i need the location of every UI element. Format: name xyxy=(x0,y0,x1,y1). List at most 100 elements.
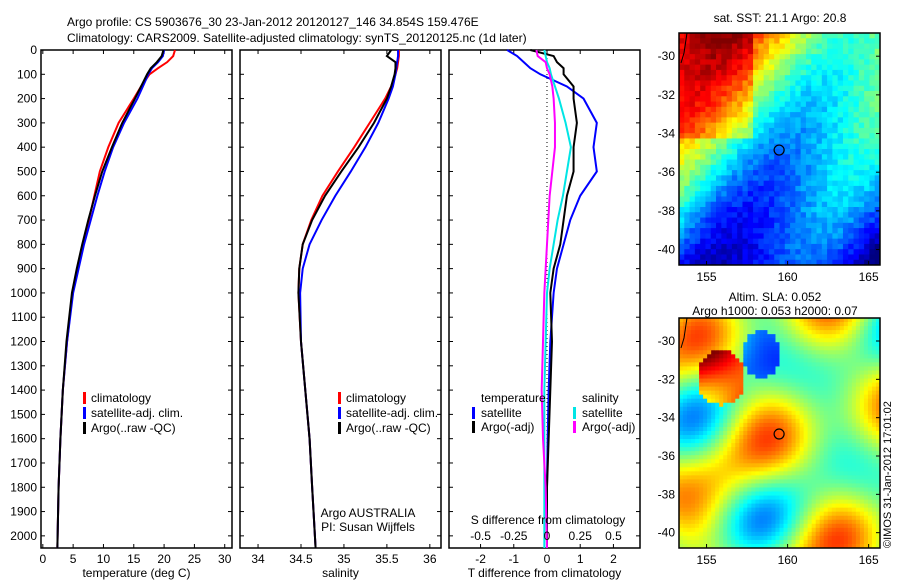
map-cell xyxy=(727,495,732,501)
map-cell xyxy=(695,338,700,343)
map-cell xyxy=(726,185,733,192)
map-cell xyxy=(821,233,828,240)
map-cell xyxy=(679,362,684,367)
map-cell xyxy=(819,398,825,404)
map-cell xyxy=(821,201,828,208)
map-cell xyxy=(731,394,736,400)
map-cell xyxy=(864,106,870,113)
map-cell xyxy=(695,543,700,549)
map-cell xyxy=(751,354,756,359)
map-cell xyxy=(695,426,700,432)
map-cell xyxy=(851,439,857,444)
map-cell xyxy=(768,233,775,240)
map-cell xyxy=(726,217,733,224)
map-cell xyxy=(807,487,813,493)
map-cell xyxy=(723,463,728,468)
map-cell xyxy=(864,233,870,240)
map-cell xyxy=(858,212,865,219)
map-cell xyxy=(771,362,776,367)
map-cell xyxy=(805,85,812,92)
map-cell xyxy=(783,499,789,505)
map-cell xyxy=(699,539,704,545)
x-tick-label: 10 xyxy=(97,552,111,566)
map-cell xyxy=(759,439,764,444)
map-cell xyxy=(832,212,839,219)
map-cell xyxy=(767,398,772,404)
map-cell xyxy=(695,334,700,339)
map-cell xyxy=(827,447,833,452)
map-cell xyxy=(821,217,828,224)
map-cell xyxy=(679,543,684,549)
map-cell xyxy=(699,382,704,388)
map-cell xyxy=(875,475,881,480)
map-cell xyxy=(831,326,837,331)
map-cell xyxy=(827,370,833,375)
map-cell xyxy=(791,378,797,384)
map-cell xyxy=(683,402,688,408)
map-cell xyxy=(784,207,791,213)
map-cell xyxy=(779,149,786,155)
map-cell xyxy=(835,515,841,521)
map-cell xyxy=(800,259,807,266)
map-cell xyxy=(837,196,844,203)
map-cell xyxy=(832,249,839,255)
map-cell xyxy=(787,487,793,493)
map-cell xyxy=(735,479,740,484)
map-cell xyxy=(739,426,744,432)
map-cell xyxy=(723,342,728,347)
map-cell xyxy=(737,122,743,129)
map-cell xyxy=(774,164,780,171)
map-cell xyxy=(747,106,754,113)
map-cell xyxy=(791,447,797,452)
map-cell xyxy=(689,222,696,229)
map-cell xyxy=(699,523,704,529)
map-cell xyxy=(835,406,841,412)
map-cell xyxy=(821,259,828,266)
map-cell xyxy=(707,443,712,448)
map-cell xyxy=(759,531,764,537)
map-cell xyxy=(715,394,720,400)
map-cell xyxy=(753,33,759,39)
map-cell xyxy=(687,491,692,497)
map-cell xyxy=(707,350,712,355)
map-cell xyxy=(691,515,696,521)
map-cell xyxy=(747,154,754,161)
map-cell xyxy=(763,59,770,66)
map-cell xyxy=(699,338,704,343)
map-cell xyxy=(783,318,789,323)
map-cell xyxy=(726,180,733,187)
map-cell xyxy=(735,475,740,480)
map-cell xyxy=(684,164,691,171)
map-cell xyxy=(684,180,691,187)
map-cell xyxy=(755,390,760,396)
map-cell xyxy=(783,354,789,359)
map-cell xyxy=(758,180,765,187)
map-cell xyxy=(700,96,706,103)
map-cell xyxy=(727,318,732,323)
map-cell xyxy=(755,318,760,323)
map-cell xyxy=(737,106,743,113)
map-cell xyxy=(837,133,844,139)
map-cell xyxy=(848,191,855,197)
map-cell xyxy=(867,386,873,392)
map-cell xyxy=(827,196,833,203)
map-cell xyxy=(719,418,724,424)
map-cell xyxy=(790,69,796,76)
map-cell xyxy=(759,378,764,384)
map-cell xyxy=(695,451,700,456)
map-cell xyxy=(715,338,720,343)
map-cell xyxy=(831,350,837,355)
map-cell xyxy=(763,491,768,497)
map-cell xyxy=(763,519,768,525)
map-cell xyxy=(731,106,738,113)
map-cell xyxy=(823,471,829,476)
map-cell xyxy=(710,96,717,103)
map-cell xyxy=(753,138,759,145)
map-cell xyxy=(859,390,865,396)
map-cell xyxy=(835,455,841,460)
map-cell xyxy=(775,366,780,371)
map-cell xyxy=(695,499,700,505)
map-cell xyxy=(874,175,881,182)
x-tick-label: 165 xyxy=(859,270,879,284)
map-cell xyxy=(771,471,776,476)
